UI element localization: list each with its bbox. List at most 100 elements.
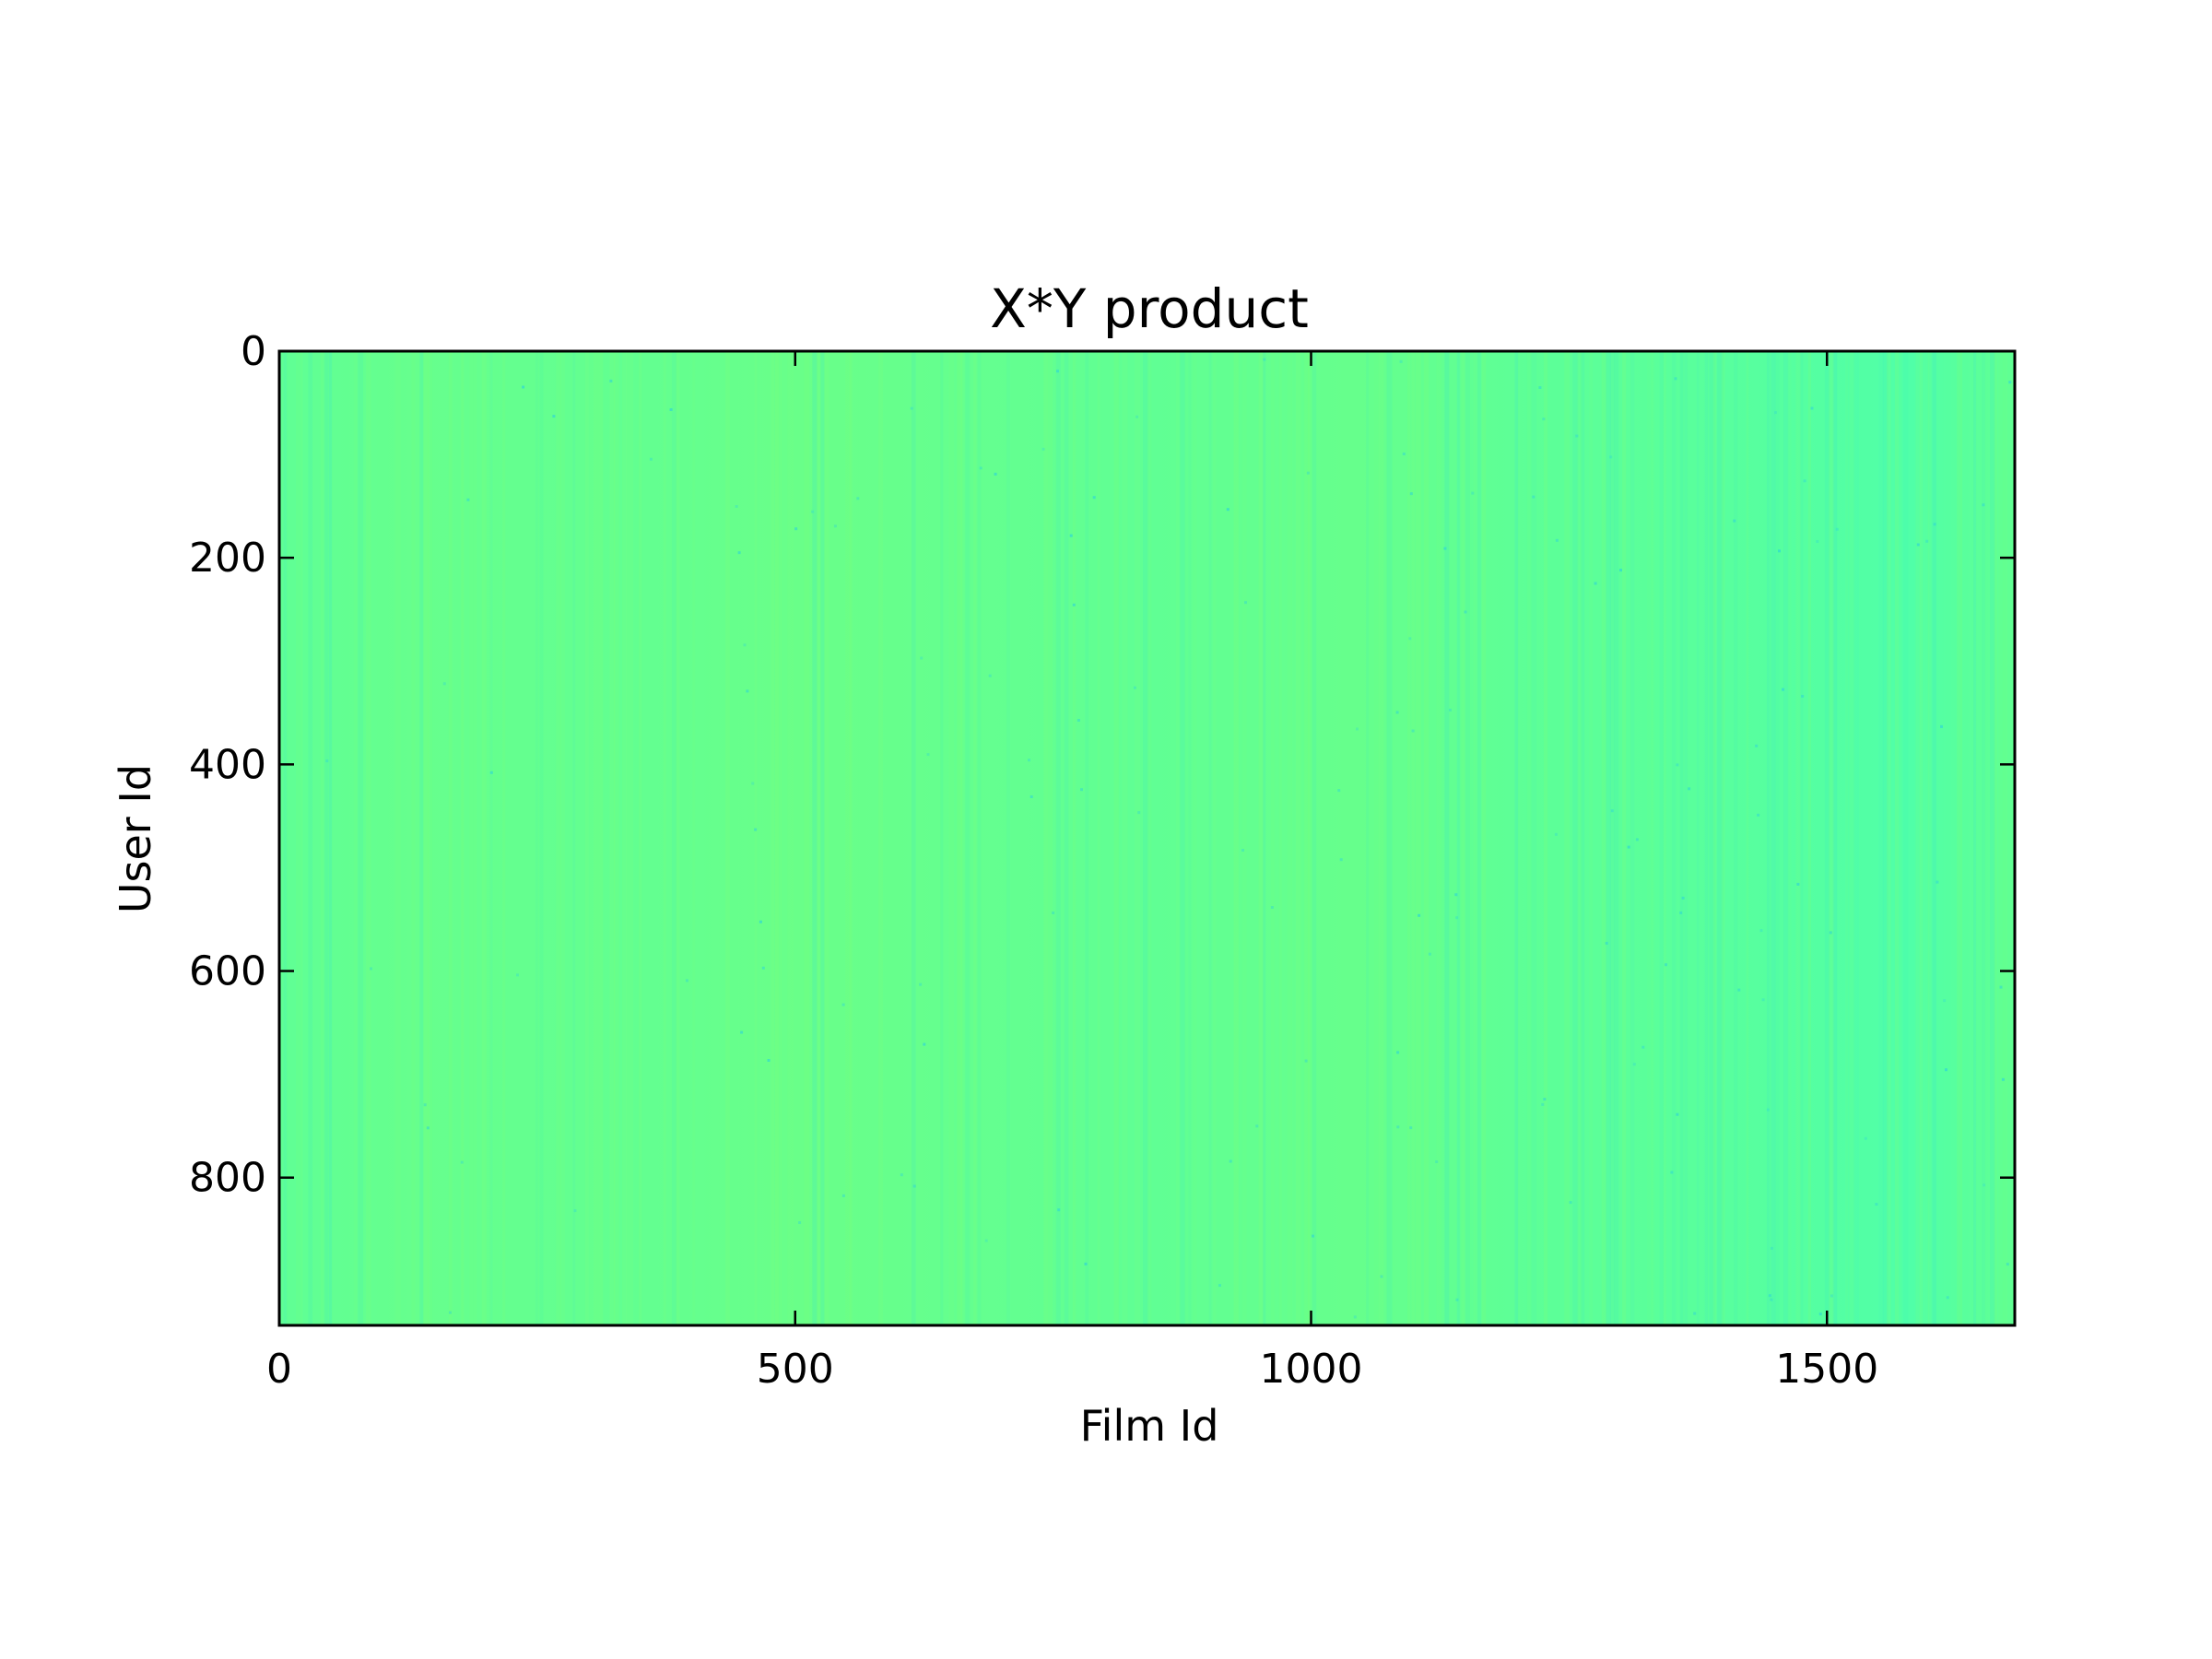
heatmap-speck: [466, 498, 470, 501]
heatmap-speck: [2001, 1077, 2005, 1081]
heatmap-speck: [1304, 1059, 1308, 1063]
heatmap-column: [539, 351, 544, 1325]
heatmap-column: [1973, 351, 1977, 1325]
x-tick-label: 500: [757, 1346, 834, 1393]
heatmap-column: [1531, 351, 1537, 1325]
y-tick-label: 400: [189, 741, 266, 788]
heatmap-column: [1526, 351, 1531, 1325]
heatmap-column: [1043, 351, 1048, 1325]
heatmap-column: [1312, 351, 1317, 1325]
heatmap-column: [911, 351, 916, 1325]
heatmap-speck: [370, 967, 372, 971]
heatmap-speck: [1418, 913, 1421, 917]
heatmap-speck: [920, 656, 924, 660]
heatmap-speck: [1084, 1262, 1088, 1265]
heatmap-column: [812, 351, 818, 1325]
heatmap-column: [1543, 351, 1548, 1325]
heatmap-speck: [1782, 688, 1784, 691]
heatmap-column: [559, 351, 565, 1325]
heatmap-column: [1135, 351, 1140, 1325]
heatmap-column: [787, 351, 794, 1325]
heatmap-speck: [1541, 1102, 1545, 1106]
heatmap-speck: [1435, 1160, 1439, 1163]
heatmap-column: [1832, 351, 1838, 1325]
heatmap-column: [1721, 351, 1725, 1325]
heatmap-column: [1807, 351, 1812, 1325]
heatmap-column: [1671, 351, 1677, 1325]
heatmap-speck: [1943, 999, 1947, 1003]
heatmap-column: [1303, 351, 1310, 1325]
heatmap-speck: [1737, 988, 1741, 992]
heatmap-column: [411, 351, 416, 1325]
heatmap-column: [1717, 351, 1724, 1325]
heatmap-column: [1799, 351, 1804, 1325]
heatmap-speck: [1380, 1275, 1383, 1278]
heatmap-speck: [1835, 527, 1839, 531]
heatmap-column: [1924, 351, 1930, 1325]
heatmap-speck: [1218, 1284, 1221, 1288]
heatmap-column: [1824, 351, 1830, 1325]
heatmap-column: [1143, 351, 1148, 1325]
heatmap-speck: [1829, 931, 1832, 935]
x-axis: 0 500 1000 1500: [266, 351, 1878, 1393]
heatmap-speck: [1030, 795, 1033, 798]
heatmap-speck: [1768, 1294, 1771, 1298]
heatmap-column: [948, 351, 955, 1325]
heatmap-column: [423, 351, 429, 1325]
heatmap-speck: [1072, 603, 1076, 606]
heatmap-speck: [1226, 508, 1230, 512]
heatmap-column: [1308, 351, 1312, 1325]
heatmap-speck: [1940, 724, 1943, 728]
heatmap-column: [1998, 351, 2003, 1325]
heatmap-speck: [1399, 359, 1403, 363]
heatmap-column: [353, 351, 358, 1325]
heatmap-column: [489, 351, 493, 1325]
heatmap-column: [597, 351, 604, 1325]
heatmap-column: [1609, 351, 1615, 1325]
heatmap-column: [1919, 351, 1924, 1325]
heatmap-speck: [1875, 1203, 1878, 1206]
y-axis: 0 200 400 600 800: [189, 328, 2015, 1202]
heatmap-speck: [1676, 763, 1679, 767]
heatmap-column: [1055, 351, 1061, 1325]
x-tick-label: 0: [266, 1346, 292, 1393]
heatmap-column: [663, 351, 666, 1325]
heatmap-column: [1894, 351, 1900, 1325]
heatmap-speck: [1411, 729, 1415, 733]
heatmap-speck: [1945, 1068, 1947, 1072]
heatmap-column: [1072, 351, 1077, 1325]
heatmap-speck: [1077, 719, 1080, 722]
heatmap-column: [775, 351, 780, 1325]
heatmap-speck: [1408, 637, 1412, 641]
heatmap-column: [1278, 351, 1282, 1325]
heatmap-column: [676, 351, 680, 1325]
heatmap-speck: [1665, 963, 1667, 967]
heatmap-column: [295, 351, 300, 1325]
heatmap-column: [1461, 351, 1465, 1325]
heatmap-column: [1704, 351, 1709, 1325]
heatmap-column: [1113, 351, 1119, 1325]
heatmap-column: [324, 351, 329, 1325]
heatmap-speck: [1693, 1312, 1697, 1315]
heatmap-column: [2002, 351, 2007, 1325]
heatmap-speck: [926, 753, 930, 757]
heatmap-column: [1774, 351, 1780, 1325]
heatmap-speck: [1619, 569, 1622, 572]
heatmap-speck: [552, 415, 556, 418]
heatmap-column: [461, 351, 465, 1325]
heatmap-column: [589, 351, 594, 1325]
heatmap-column: [1845, 351, 1849, 1325]
heatmap-speck: [1801, 694, 1805, 698]
heatmap-column: [816, 351, 820, 1325]
heatmap-column: [1241, 351, 1247, 1325]
heatmap-speck: [1056, 370, 1059, 373]
heatmap-speck: [1594, 582, 1597, 585]
heatmap-speck: [1755, 744, 1759, 747]
heatmap-background: [279, 351, 2015, 1325]
heatmap-column: [1122, 351, 1128, 1325]
heatmap-speck: [743, 643, 747, 647]
heatmap-column: [1902, 351, 1909, 1325]
y-tick-label: 800: [189, 1155, 266, 1202]
heatmap-column: [1887, 351, 1891, 1325]
heatmap-speck: [1409, 492, 1413, 496]
